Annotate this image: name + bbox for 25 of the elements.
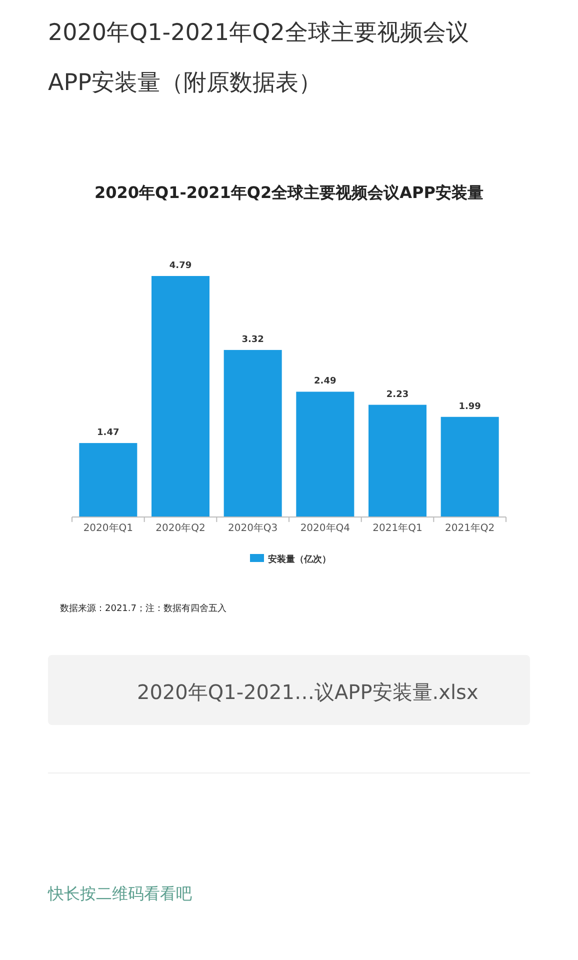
chart-subtitle: 2020年Q1-2021年Q2全球主要视频会议APP安装量 — [94, 183, 484, 202]
data-label: 2.23 — [386, 390, 409, 400]
data-label: 3.32 — [242, 334, 264, 345]
text: 快长按二维码看看吧 — [47, 884, 192, 903]
source-note: 数据来源：2021.7；注：数据有四舍五入 — [60, 603, 226, 614]
x-tick-label: 2021年Q2 — [444, 522, 495, 534]
legend: 安装量（亿次） — [250, 554, 331, 565]
x-tick-label: 2020年Q3 — [228, 522, 278, 534]
x-tick-label: 2020年Q4 — [300, 522, 350, 534]
data-label: 2.49 — [314, 376, 336, 387]
bar — [440, 416, 499, 517]
chart-title: 2020年Q1-2021年Q2全球主要视频会议APP安装量（附原数据表） — [48, 20, 469, 96]
text: 2020年Q1-2021…议APP安装量.xlsx — [137, 680, 478, 704]
bar — [368, 404, 426, 517]
bar — [79, 443, 138, 517]
bar — [296, 392, 354, 517]
data-label: 1.99 — [458, 402, 481, 412]
x-tick-label: 2021年Q1 — [372, 522, 422, 534]
data-label: 1.47 — [97, 428, 120, 438]
legend-label: 安装量（亿次） — [268, 554, 331, 565]
x-tick-label: 2020年Q2 — [156, 522, 206, 534]
bar — [224, 350, 282, 517]
bar — [152, 276, 210, 517]
x-tick-label: 2020年Q1 — [83, 522, 134, 534]
data-label: 4.79 — [169, 261, 192, 271]
